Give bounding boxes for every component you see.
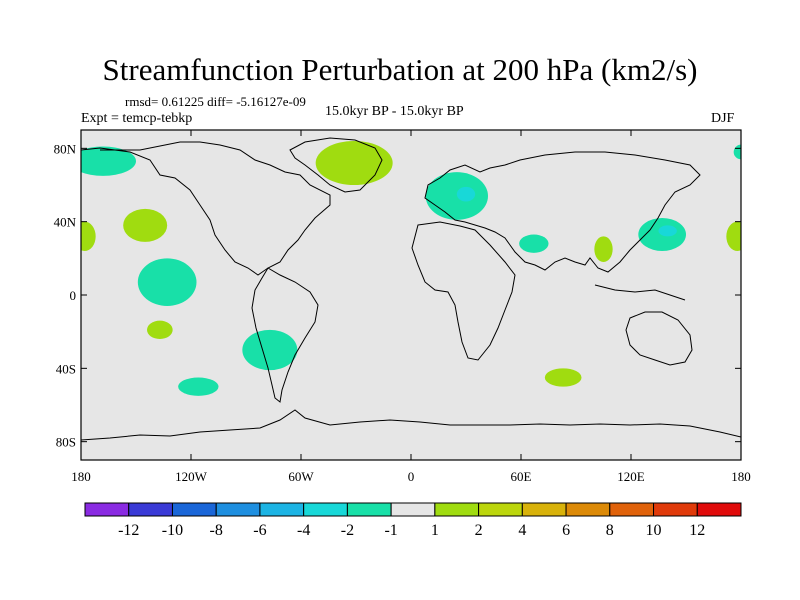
colorbar-label: 2	[475, 522, 483, 539]
colorbar-label: -4	[297, 522, 310, 539]
y-tick-label: 0	[70, 288, 77, 303]
experiment-label: Expt = temcp-tebkp	[81, 111, 193, 126]
colorbar-label: 6	[562, 522, 570, 539]
region-southeast-pacific-negative	[178, 377, 219, 396]
region-south-asia-positive	[594, 236, 613, 262]
region-dateline-east-positive	[726, 221, 741, 251]
coast-antarctica	[81, 409, 741, 441]
coast-australia	[625, 311, 693, 366]
region-south-america-negative	[242, 329, 298, 371]
colorbar-label: 1	[431, 522, 439, 539]
chart-title: Streamfunction Perturbation at 200 hPa (…	[102, 52, 698, 87]
season-label: DJF	[711, 111, 735, 126]
colorbar-swatch	[565, 502, 611, 517]
y-tick-label: 40N	[54, 215, 77, 230]
y-tick-label: 40S	[56, 361, 76, 376]
colorbar: -12 -10 -8 -6 -4 -2 -1 1 2 4 6 8 10 12	[84, 502, 742, 539]
colorbar-swatch	[653, 502, 698, 517]
colorbar-swatch	[609, 502, 655, 517]
coastlines	[81, 137, 741, 441]
coast-eurasia	[424, 151, 701, 273]
x-tick-label: 0	[408, 469, 415, 484]
period-label: 15.0kyr BP - 15.0kyr BP	[325, 104, 464, 119]
colorbar-label: -10	[162, 522, 183, 539]
colorbar-swatch	[303, 502, 348, 517]
region-north-pacific-east-asia-negative	[81, 146, 136, 176]
colorbar-swatch	[128, 502, 173, 517]
region-europe-negative	[425, 172, 489, 220]
region-middle-east-negative	[519, 234, 549, 253]
colorbar-label: -1	[384, 522, 397, 539]
x-tick-label: 120E	[617, 469, 645, 484]
region-south-pacific-positive	[147, 320, 173, 340]
x-tick-label: 120W	[175, 469, 208, 484]
x-tick-label: 180	[731, 469, 751, 484]
colorbar-swatch	[434, 502, 480, 517]
colorbar-swatch	[259, 502, 305, 517]
region-north-atlantic-positive	[315, 141, 393, 185]
y-tick-label: 80N	[54, 141, 77, 156]
colorbar-label: 4	[518, 522, 526, 539]
colorbar-swatch	[478, 502, 523, 517]
coast-indonesia	[594, 284, 686, 301]
colorbar-label: 12	[689, 522, 705, 539]
coast-africa	[411, 221, 516, 361]
region-dateline-west-positive	[81, 221, 96, 251]
region-japan-core-negative	[658, 225, 677, 237]
map-frame	[80, 129, 742, 461]
colorbar-label: -8	[210, 522, 223, 539]
colorbar-label: 8	[606, 522, 614, 539]
region-europe-core-negative	[456, 186, 476, 202]
x-tick-label: 60E	[511, 469, 532, 484]
colorbar-swatch	[84, 502, 130, 517]
region-south-indian-ocean-positive	[544, 368, 582, 387]
colorbar-swatch	[171, 502, 217, 517]
colorbar-swatch	[215, 502, 261, 517]
region-tropical-east-pacific-negative	[137, 258, 197, 306]
colorbar-label: -6	[253, 522, 266, 539]
coast-north-america	[81, 141, 331, 276]
colorbar-swatch	[390, 502, 436, 517]
colorbar-swatch	[521, 502, 567, 517]
region-north-pacific-positive	[123, 208, 168, 242]
y-tick-label: 80S	[56, 435, 76, 450]
colorbar-label: 10	[646, 522, 662, 539]
colorbar-label: -2	[341, 522, 354, 539]
colorbar-swatch	[346, 502, 392, 517]
coast-south-america	[251, 267, 319, 403]
contour-regions	[81, 141, 741, 396]
axes: 180 120W 60W 0 60E 120E 180 80N 40N 0 40S 80S	[54, 130, 751, 484]
x-tick-label: 180	[71, 469, 91, 484]
x-tick-label: 60W	[288, 469, 314, 484]
stats-label: rmsd= 0.61225 diff= -5.16127e-09	[125, 94, 306, 109]
coast-greenland	[289, 137, 383, 193]
colorbar-swatch	[696, 502, 742, 517]
colorbar-label: -12	[118, 522, 139, 539]
